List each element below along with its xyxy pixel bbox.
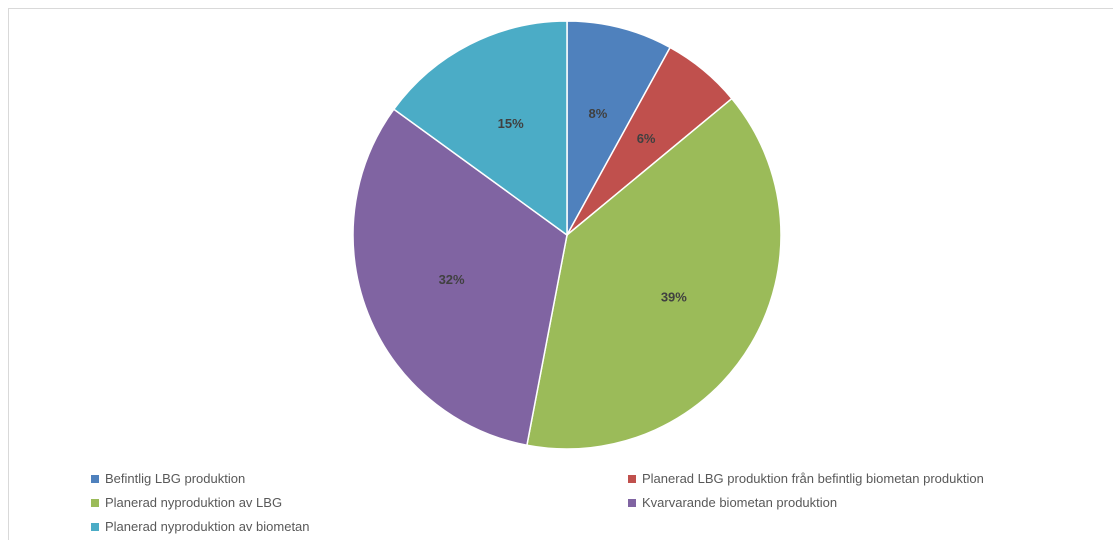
data-label-nyproduktion-lbg: 39% [661,290,687,305]
data-label-befintlig-lbg: 8% [588,106,607,121]
data-label-kvarvarande-biometan: 32% [439,272,465,287]
pie-slice-nyproduktion-biometan [392,20,568,237]
pie-chart: 8% 6% 39% 32% 15% [352,20,782,450]
pie-slice-befintlig-lbg [566,20,672,236]
data-label-nyproduktion-biometan: 15% [498,116,524,131]
data-label-planerad-lbg-fran-biometan: 6% [637,131,656,146]
pie-slice-nyproduktion-lbg [526,97,782,450]
pie-slice-kvarvarande-biometan [352,108,568,447]
chart-area: 8% 6% 39% 32% 15% [8,8,1113,540]
